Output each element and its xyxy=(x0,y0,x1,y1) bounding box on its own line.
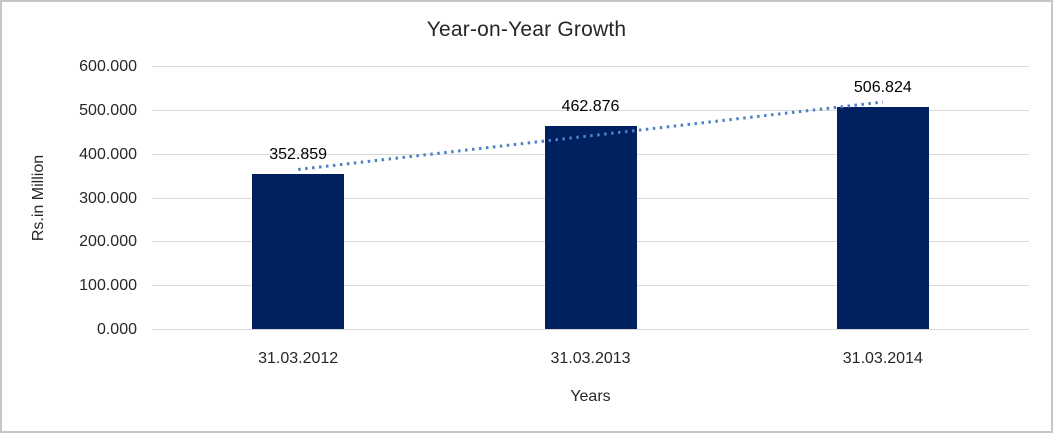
bar xyxy=(544,126,637,329)
x-category-label: 31.03.2013 xyxy=(550,350,631,367)
bar-value-label: 462.876 xyxy=(561,98,620,116)
x-axis-title: Years xyxy=(570,388,611,405)
y-tick-label: 600.000 xyxy=(79,57,137,75)
gridline xyxy=(152,66,1029,67)
bar xyxy=(252,174,345,329)
bar xyxy=(836,106,929,329)
chart-title: Year-on-Year Growth xyxy=(426,18,627,41)
y-tick-label: 400.000 xyxy=(79,145,137,163)
x-category-label: 31.03.2014 xyxy=(842,350,923,367)
y-tick-label: 500.000 xyxy=(79,101,137,119)
x-category-label: 31.03.2012 xyxy=(258,350,339,367)
bar-value-label: 352.859 xyxy=(269,146,328,164)
bar-value-label: 506.824 xyxy=(853,78,912,96)
gridline xyxy=(152,329,1029,330)
y-tick-label: 200.000 xyxy=(79,232,137,250)
y-tick-label: 300.000 xyxy=(79,189,137,207)
y-tick-label: 100.000 xyxy=(79,276,137,294)
y-tick-label: 0.000 xyxy=(96,320,137,338)
